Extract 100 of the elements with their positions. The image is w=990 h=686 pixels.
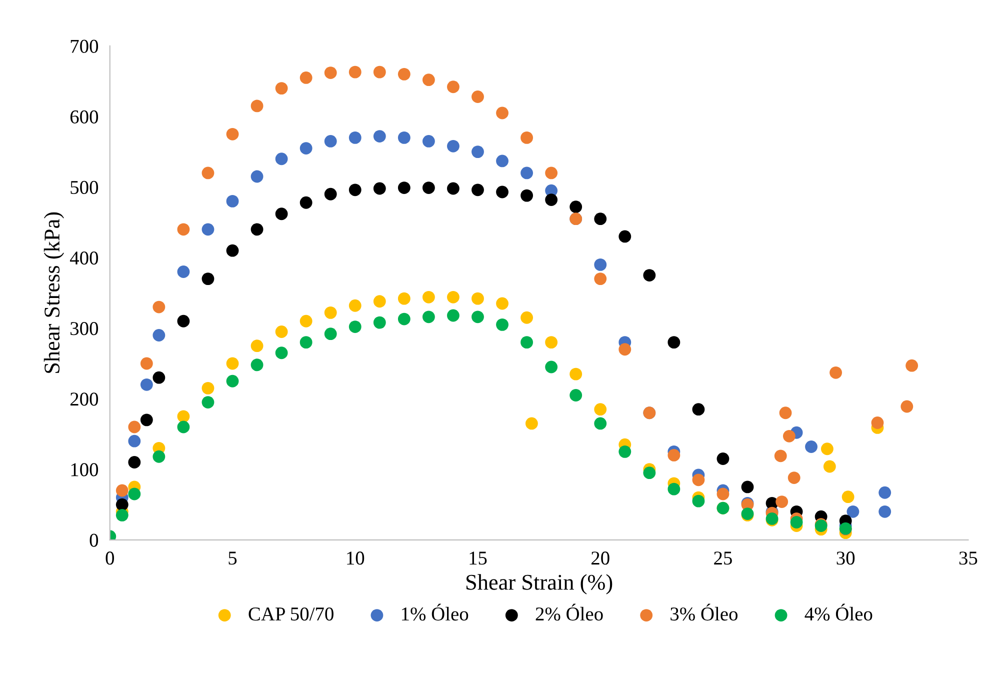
point [152,371,166,384]
point [152,450,166,463]
point [422,290,435,304]
point [643,466,656,480]
x-tick-label: 20 [591,552,610,565]
point [116,484,128,497]
point [398,68,410,80]
point [250,100,264,112]
point [790,516,803,528]
point [779,406,792,420]
point [226,128,239,140]
point [594,417,607,430]
point [128,488,141,500]
point [472,310,484,324]
point [525,417,538,430]
point [226,244,239,257]
point [202,166,214,180]
point [422,182,435,194]
point [805,440,818,453]
point [545,194,558,206]
x-tick-label: 10 [347,552,364,565]
x-tick-label: 35 [959,552,978,565]
point [570,368,582,380]
point [830,366,842,379]
y-tick-label: 300 [70,322,98,336]
y-tick-label: 500 [70,180,98,194]
point [447,140,460,152]
point [906,359,918,372]
point [496,106,508,120]
point [348,131,362,144]
point [842,490,854,504]
point [373,316,386,329]
legend-label: 1% Óleo [402,604,468,621]
point [177,266,190,278]
point [496,318,508,331]
x-axis-title: Shear Strain (%) [466,574,612,594]
point [774,450,787,462]
point [618,230,632,243]
point [275,208,288,220]
point [373,182,386,195]
point [128,456,141,468]
point [472,146,484,158]
point [594,258,607,271]
point [570,389,582,402]
point [324,306,337,319]
point [324,328,337,340]
point [668,336,680,349]
point [202,396,214,408]
point [140,357,153,370]
point [520,166,534,180]
point [447,182,460,195]
point [348,299,362,312]
point [348,320,362,333]
point [226,194,239,208]
point [116,498,128,511]
point [472,292,484,305]
point [275,82,288,95]
y-tick-label: 100 [71,463,98,476]
x-tick-label: 5 [228,552,237,565]
point [300,336,312,349]
point [878,486,892,499]
point [594,403,607,416]
point [878,505,892,518]
point [324,188,337,200]
legend-label: 3% Óleo [670,604,738,621]
point [692,474,705,486]
point [152,300,166,314]
point [422,135,435,148]
point [398,131,410,144]
point [900,400,914,413]
point [692,403,705,416]
point [373,130,386,142]
point [570,200,582,214]
point [300,72,312,84]
point [776,496,788,508]
point [846,505,860,518]
legend-label: 2% Óleo [536,604,603,621]
point [275,326,288,338]
point [545,166,558,180]
point [782,430,796,442]
x-tick-label: 15 [470,552,487,565]
point [202,382,214,394]
y-tick-label: 200 [70,392,98,406]
y-axis-title: Shear Stress (kPa) [44,212,64,373]
point [496,154,508,168]
point [820,442,834,456]
point [202,272,214,286]
point [398,312,410,326]
point [618,445,632,458]
point [716,452,730,465]
point [226,357,239,370]
y-tick-label: 400 [70,251,98,265]
point [823,460,836,473]
point [324,135,337,148]
point [472,90,484,103]
point [496,297,508,310]
point [545,336,558,349]
point [398,182,410,194]
point [472,184,484,196]
point [520,311,534,324]
